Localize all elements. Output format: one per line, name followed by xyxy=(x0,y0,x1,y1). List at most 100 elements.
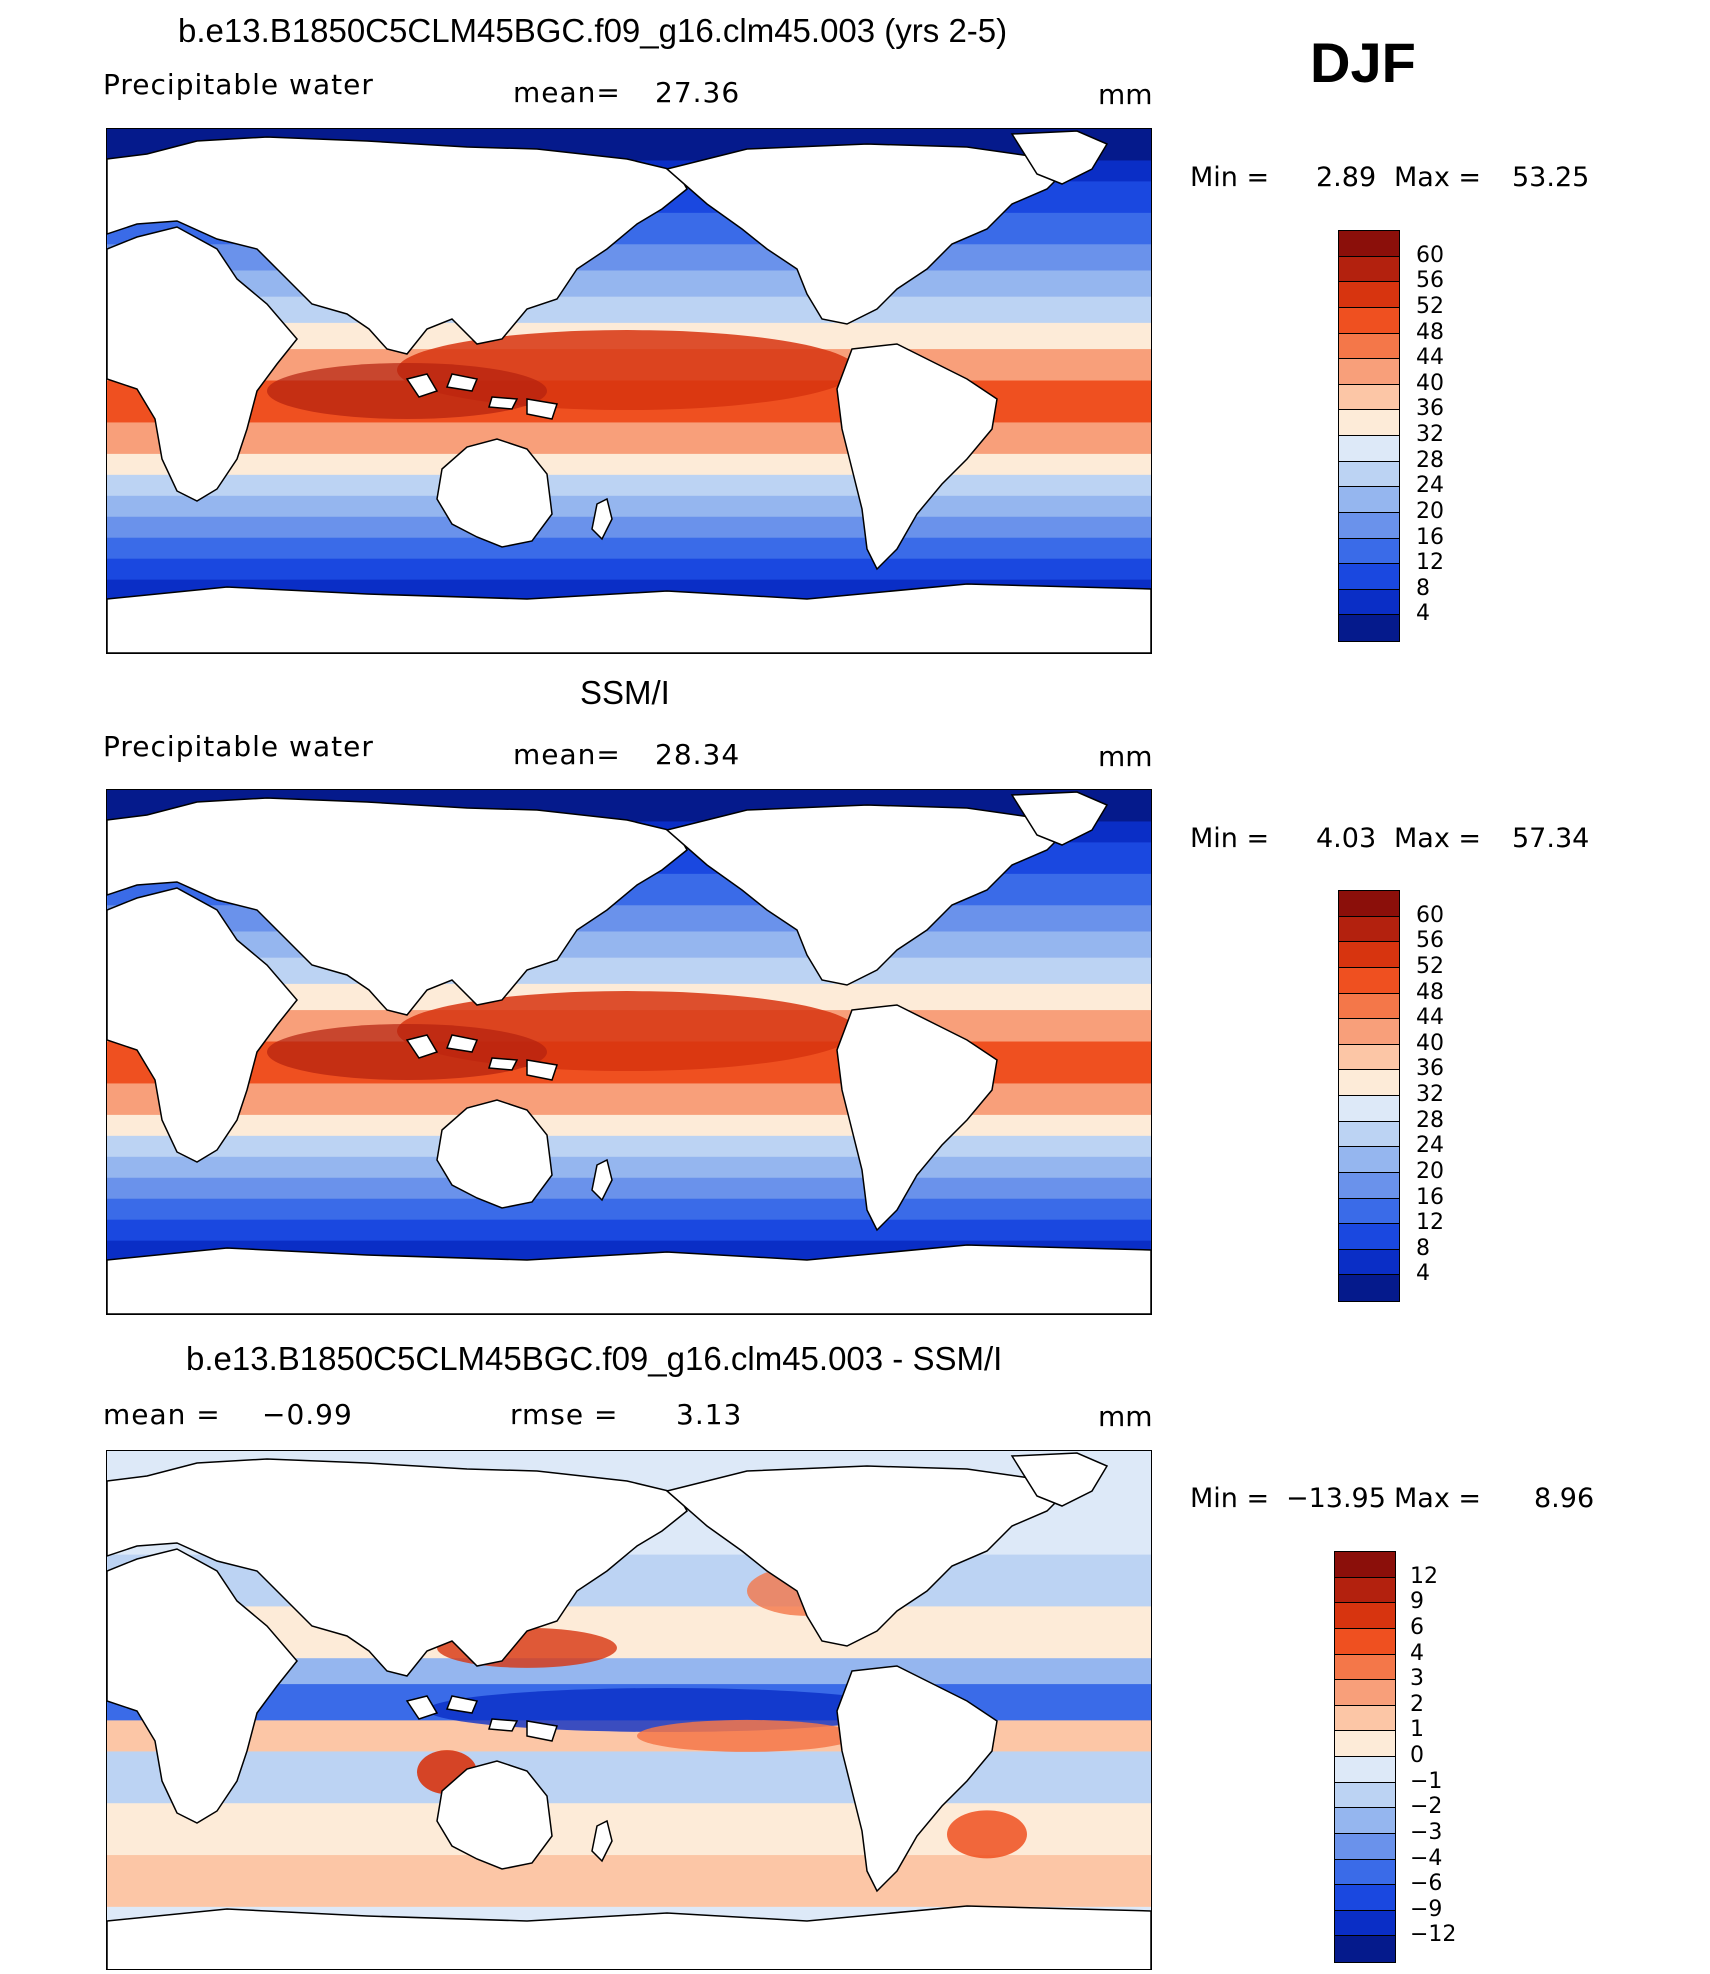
colorbar-swatch xyxy=(1339,1070,1399,1096)
bias-moist-patch xyxy=(947,1810,1027,1859)
land-outline xyxy=(436,438,553,548)
panel1-map xyxy=(106,128,1152,654)
colorbar-swatch xyxy=(1339,1019,1399,1045)
colorbar-tick-label: 56 xyxy=(1416,928,1444,954)
land-outline xyxy=(665,143,1069,325)
panel3-max-value: 8.96 xyxy=(1534,1483,1595,1514)
colorbar-swatch xyxy=(1339,461,1399,488)
colorbar-swatch xyxy=(1335,1603,1395,1629)
contour-band xyxy=(107,1135,1151,1158)
panel2-mean-label: mean= xyxy=(513,738,621,771)
colorbar-tick-label: 44 xyxy=(1416,345,1444,371)
colorbar-tick-label: 48 xyxy=(1416,979,1444,1005)
colorbar-swatch xyxy=(1339,231,1399,257)
panel1-max-label: Max = xyxy=(1394,162,1482,193)
colorbar-tick-label: 9 xyxy=(1410,1589,1424,1615)
colorbar-swatch xyxy=(1335,1552,1395,1578)
panel3-max-label: Max = xyxy=(1394,1483,1482,1514)
panel3-colorbar xyxy=(1334,1551,1396,1963)
land-outline xyxy=(836,1665,998,1893)
colorbar-swatch xyxy=(1339,1172,1399,1199)
panel3-min-label: Min = xyxy=(1190,1483,1270,1514)
season-label: DJF xyxy=(1310,31,1416,94)
contour-band xyxy=(107,270,1151,298)
land-outline xyxy=(107,887,298,1163)
land-outline xyxy=(107,136,688,355)
land-outline xyxy=(107,1244,1151,1314)
panel1-min-value: 2.89 xyxy=(1316,162,1377,193)
colorbar-swatch xyxy=(1339,1121,1399,1148)
colorbar-swatch xyxy=(1335,1680,1395,1706)
colorbar-swatch xyxy=(1339,891,1399,917)
panel2-map xyxy=(106,789,1152,1315)
panel1-units: mm xyxy=(1098,78,1153,111)
land-outline xyxy=(107,226,298,502)
colorbar-tick-label: 4 xyxy=(1416,601,1430,627)
panel2-mean-value: 28.34 xyxy=(655,738,741,771)
colorbar-swatch xyxy=(1339,333,1399,360)
land-outline xyxy=(107,1458,688,1677)
land-outline xyxy=(591,1819,613,1863)
land-outline xyxy=(1010,1452,1109,1507)
colorbar-tick-label: −2 xyxy=(1410,1794,1443,1820)
colorbar-swatch xyxy=(1339,1044,1399,1071)
colorbar-tick-label: −3 xyxy=(1410,1819,1443,1845)
land-outline xyxy=(665,804,1069,986)
colorbar-tick-label: 12 xyxy=(1410,1563,1438,1589)
colorbar-tick-label: 24 xyxy=(1416,473,1444,499)
land-outline xyxy=(591,1158,613,1202)
contour-band xyxy=(107,558,1151,581)
colorbar-tick-label: 32 xyxy=(1416,422,1444,447)
colorbar-swatch xyxy=(1339,615,1399,641)
panel2-variable: Precipitable water xyxy=(103,730,374,763)
contour-band xyxy=(107,931,1151,959)
colorbar-swatch xyxy=(1339,589,1399,616)
contour-band xyxy=(107,474,1151,497)
contour-band xyxy=(107,1083,1151,1116)
panel2-max-value: 57.34 xyxy=(1512,823,1590,854)
colorbar-tick-label: 40 xyxy=(1416,1030,1444,1056)
colorbar-tick-label: 52 xyxy=(1416,953,1444,979)
panel3-units: mm xyxy=(1098,1400,1153,1433)
colorbar-swatch xyxy=(1339,436,1399,462)
colorbar-tick-label: 1 xyxy=(1410,1717,1424,1743)
colorbar-swatch xyxy=(1335,1577,1395,1604)
colorbar-swatch xyxy=(1339,487,1399,513)
colorbar-tick-label: 4 xyxy=(1410,1640,1424,1666)
colorbar-tick-label: 2 xyxy=(1410,1691,1424,1717)
panel2-units: mm xyxy=(1098,740,1153,773)
colorbar-swatch xyxy=(1339,564,1399,590)
contour-band xyxy=(107,1156,1151,1179)
colorbar-swatch xyxy=(1339,384,1399,411)
colorbar-tick-label: 3 xyxy=(1410,1666,1424,1692)
contour-band xyxy=(107,495,1151,518)
panel1-map-svg xyxy=(107,129,1151,653)
colorbar-tick-label: −12 xyxy=(1410,1922,1457,1948)
colorbar-swatch xyxy=(1335,1628,1395,1655)
colorbar-tick-label: 0 xyxy=(1410,1743,1424,1768)
colorbar-swatch xyxy=(1339,1249,1399,1276)
colorbar-swatch xyxy=(1339,942,1399,968)
colorbar-tick-label: 4 xyxy=(1416,1261,1430,1287)
colorbar-tick-label: −4 xyxy=(1410,1845,1443,1871)
colorbar-tick-label: 44 xyxy=(1416,1005,1444,1031)
land-outline xyxy=(1010,130,1109,185)
panel2-max-label: Max = xyxy=(1394,823,1482,854)
panel3-map xyxy=(106,1450,1152,1970)
warm-pool-core xyxy=(267,1024,547,1080)
panel1-title: b.e13.B1850C5CLM45BGC.f09_g16.clm45.003 … xyxy=(178,12,1008,49)
panel3-rmse-value: 3.13 xyxy=(676,1398,743,1431)
colorbar-tick-label: 48 xyxy=(1416,319,1444,345)
contour-band xyxy=(107,1114,1151,1137)
panel2-map-svg xyxy=(107,790,1151,1314)
colorbar-swatch xyxy=(1339,1147,1399,1173)
colorbar-swatch xyxy=(1335,1910,1395,1937)
colorbar-swatch xyxy=(1335,1833,1395,1860)
land-outline xyxy=(836,1004,998,1232)
contour-band xyxy=(107,422,1151,455)
contour-band xyxy=(107,453,1151,476)
colorbar-swatch xyxy=(1339,1096,1399,1122)
colorbar-tick-label: 60 xyxy=(1416,242,1444,268)
colorbar-tick-label: 28 xyxy=(1416,1107,1444,1133)
colorbar-swatch xyxy=(1339,1275,1399,1301)
